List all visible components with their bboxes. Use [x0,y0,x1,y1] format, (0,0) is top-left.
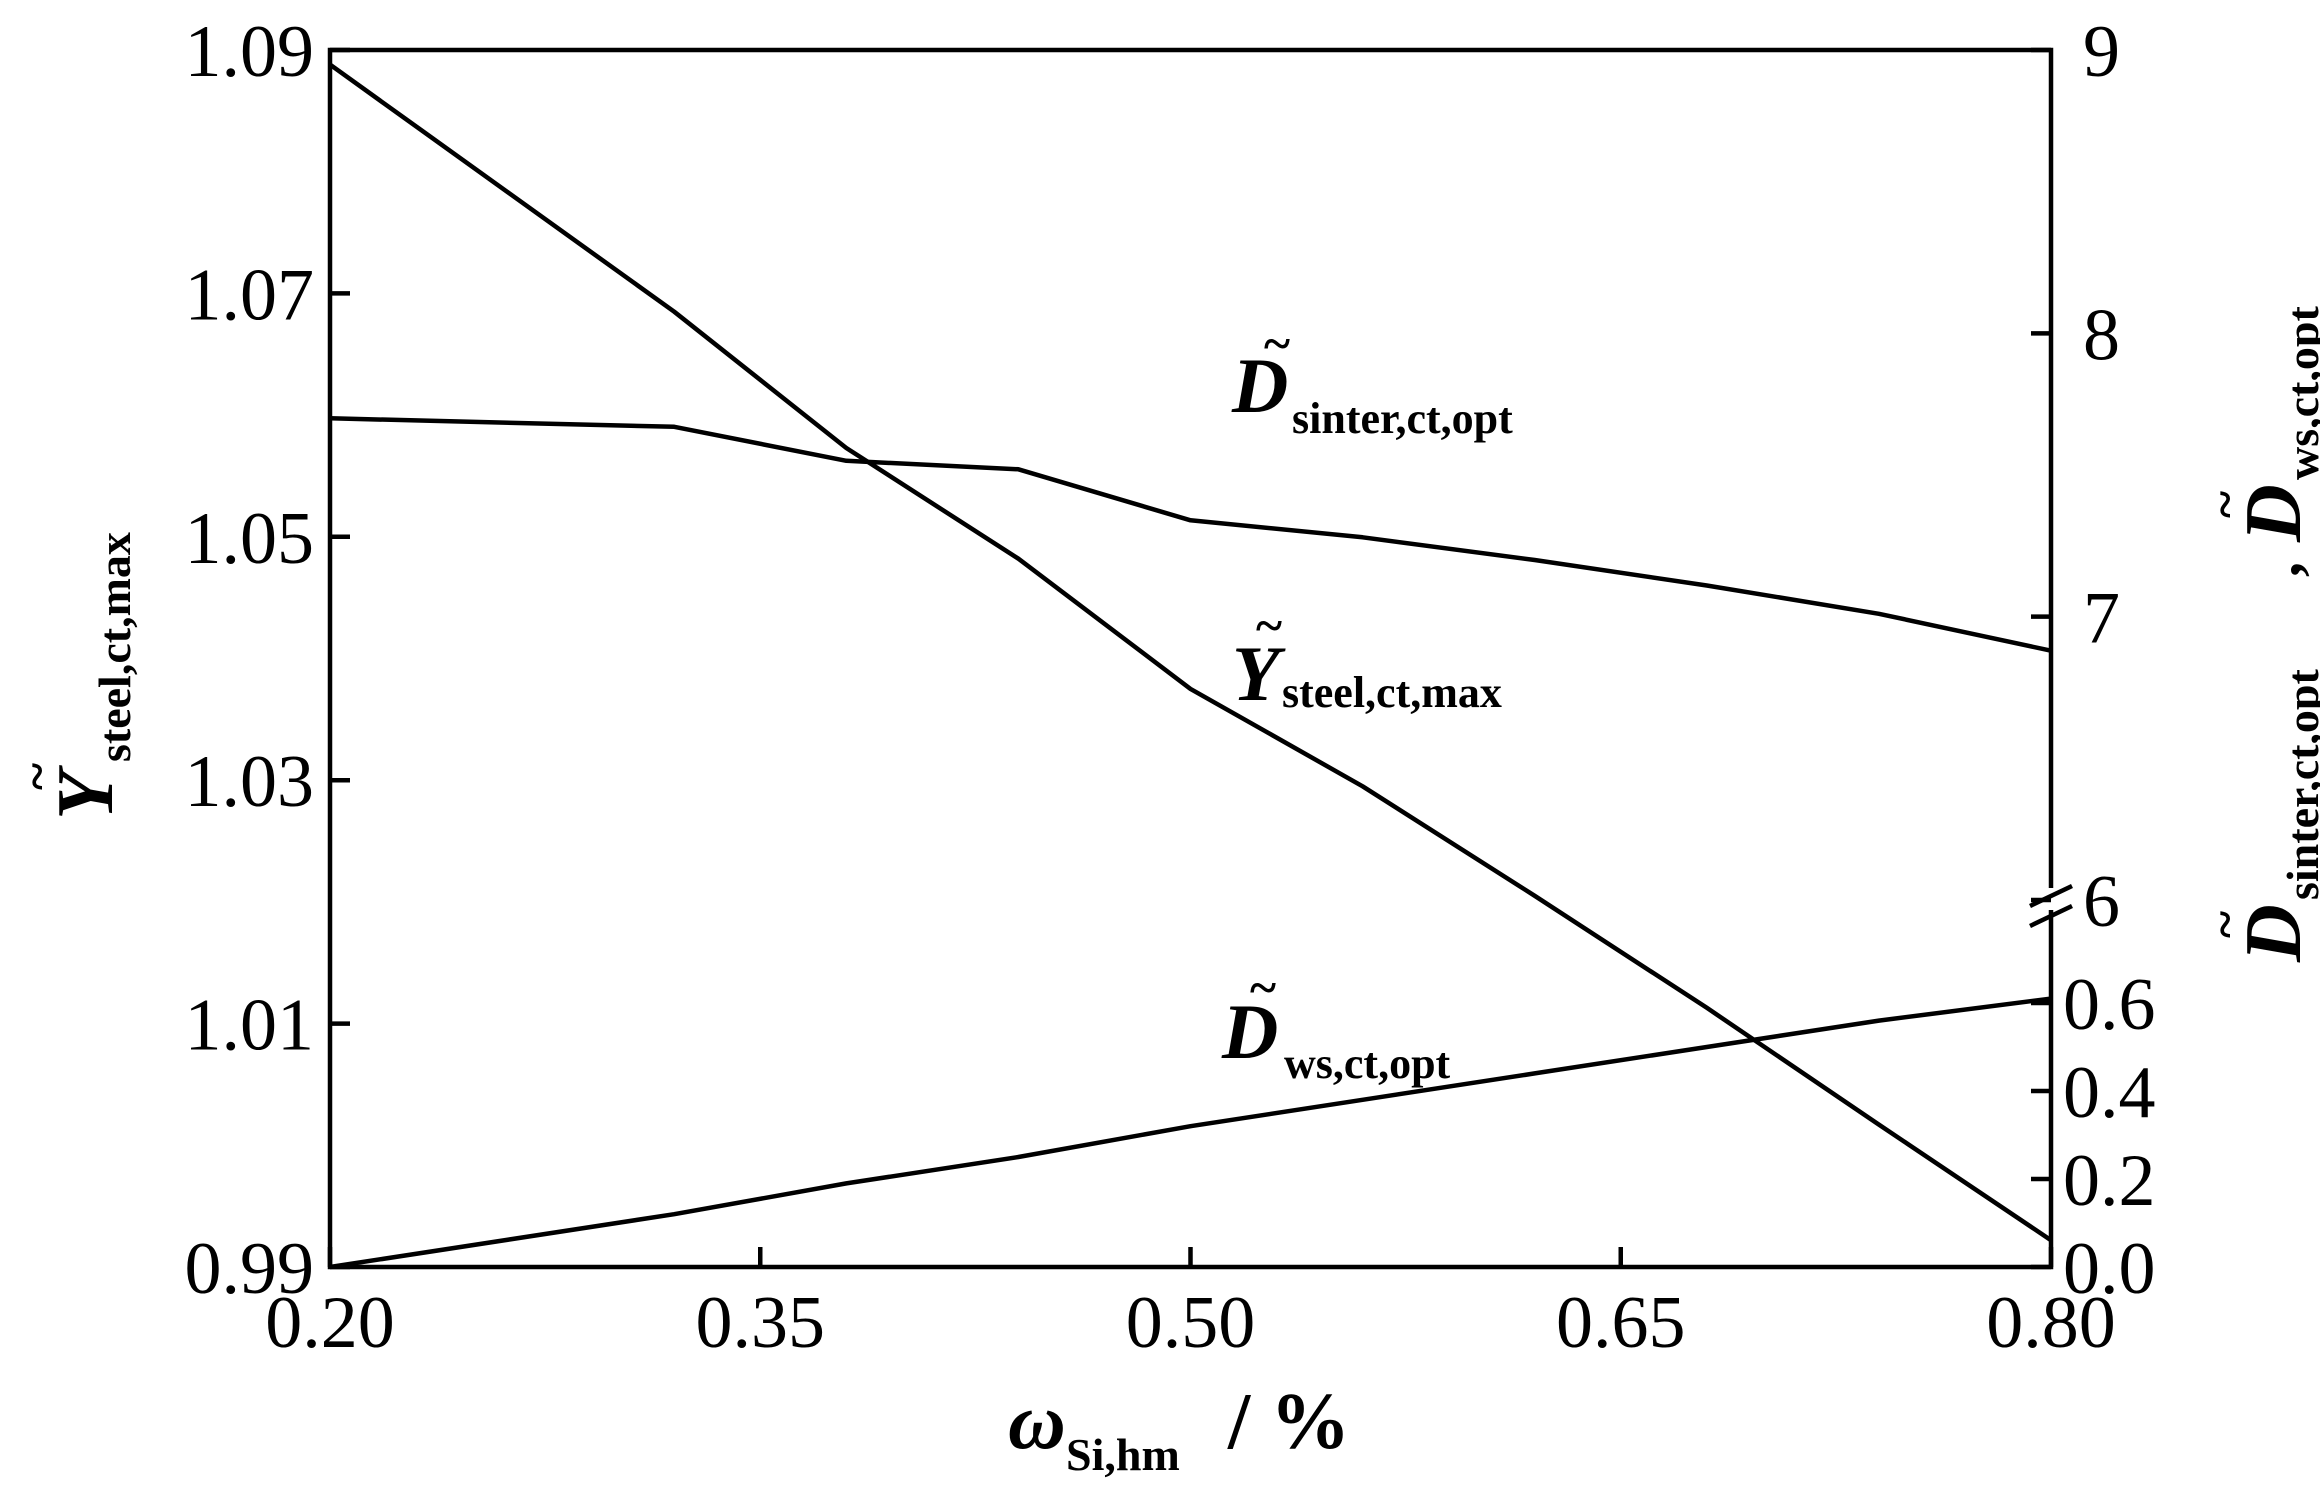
y-left-axis-label-tilde: ~ [9,763,66,790]
annotation-ws-sub: ws,ct,opt [1284,1039,1451,1088]
annotation-sinter-tilde: ~ [1264,315,1290,371]
y-left-axis-label-sub: steel,ct,max [89,532,140,762]
x-axis-label-unit: / % [1208,1378,1350,1466]
annotation-steel: ~ Y steel,ct,max [1232,597,1502,717]
y-left-axis-label-main: Y [42,765,130,820]
y-left-tick-label: 1.09 [185,11,315,93]
series-layer [328,62,2053,1270]
x-tick-label: 0.50 [1126,1282,1256,1364]
y-right-lower-tick-label: 0.6 [2063,964,2156,1046]
annotation-ws-tilde: ~ [1250,959,1276,1015]
y-right-upper-tick-label: 7 [2083,578,2120,660]
y-right-upper-tick-label: 6 [2083,861,2120,943]
y-right-axis-label-sub1: sinter,ct,opt [2277,668,2320,900]
annotation-sinter-main: D [1231,342,1288,429]
y-left-tick-label: 1.01 [185,985,315,1067]
y-left-tick-label: 1.07 [185,254,315,336]
y-right-axis-label-comma: , [2247,547,2313,592]
y-right-axis-label-main1: D [2230,904,2318,963]
annotation-ws: ~ D ws,ct,opt [1221,959,1451,1088]
annotation-steel-sub: steel,ct,max [1282,668,1502,717]
x-tick-label: 0.65 [1556,1282,1686,1364]
annotation-sinter-sub: sinter,ct,opt [1292,394,1513,443]
y-left-tick-label: 1.05 [185,498,315,580]
y-right-axis-label: D ~ sinter,ct,opt , D ~ ws,ct,opt [2197,306,2320,963]
y-right-axis-label-sub2: ws,ct,opt [2277,306,2320,480]
series-line-ws [329,996,2052,1270]
series-line-steel [328,62,2053,1243]
y-left-tick-label: 1.03 [185,741,315,823]
series-line-sinter [329,416,2052,653]
y-left-tick-label: 0.99 [185,1228,315,1310]
annotation-steel-main: Y [1232,630,1286,717]
y-right-lower-tick-label: 0.4 [2063,1052,2156,1134]
y-right-upper-tick-label: 8 [2083,294,2120,376]
y-right-axis-label-tilde1: ~ [2197,911,2254,938]
plot-frame [327,47,2054,1270]
annotation-sinter: ~ D sinter,ct,opt [1231,315,1513,443]
annotation-steel-tilde: ~ [1256,597,1282,653]
y-right-lower-tick-label: 0.2 [2063,1140,2156,1222]
y-right-axis-label-main2: D [2230,484,2318,543]
x-tick-label: 0.35 [696,1282,826,1364]
axis-break-mark [2029,883,2073,929]
x-axis-label-sub: Si,hm [1066,1429,1180,1480]
ticks-layer: 0.20 0.35 0.50 0.65 0.80 0.99 1.01 1.03 1.05 1.07… [185,11,2156,1364]
x-tick-label: 0.20 [265,1282,395,1364]
y-left-axis-label: Y ~ steel,ct,max [9,532,140,820]
y-right-axis-label-tilde2: ~ [2197,491,2254,518]
y-right-lower-tick-label: 0.0 [2063,1228,2156,1310]
y-right-upper-tick-label: 9 [2083,11,2120,93]
x-tick-label: 0.80 [1986,1282,2116,1364]
x-axis-label-main: ω [1008,1378,1066,1466]
annotation-ws-main: D [1221,988,1278,1075]
x-axis-label: ω Si,hm / % [1008,1378,1350,1480]
